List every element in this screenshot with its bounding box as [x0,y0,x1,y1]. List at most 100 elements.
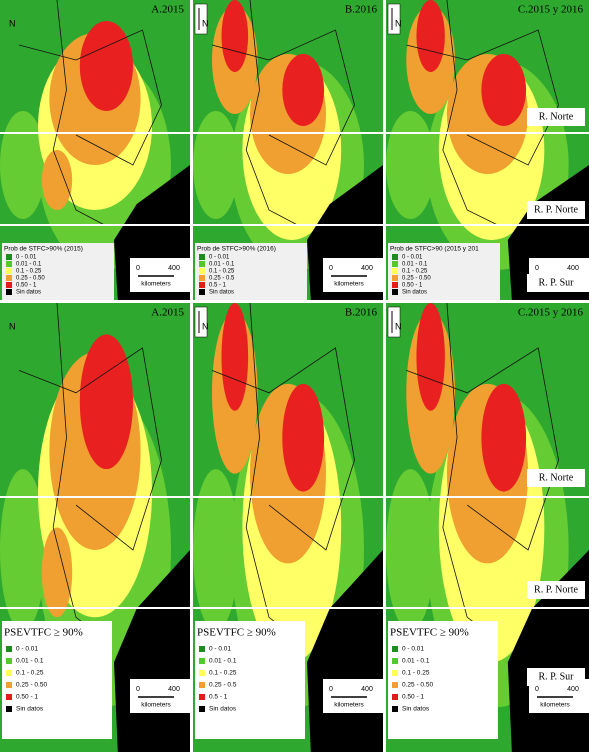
legend-swatch [392,706,398,712]
legend-swatch [199,282,205,288]
panel-title: A.2015 [151,307,184,319]
legend-label: 0.5 - 1 [209,283,227,289]
north-label: N [395,18,402,28]
legend-label: 0.50 - 1 [402,283,423,289]
scale-zero: 0 [535,265,539,272]
panel-title: C.2015 y 2016 [518,307,584,319]
legend-swatch [392,261,398,267]
legend-label: 0.25 - 0.50 [16,276,45,282]
legend-label: 0 - 0.01 [16,255,37,261]
legend-title: PSEVTFC ≥ 90% [197,627,276,639]
north-box [194,3,208,35]
scale-max: 400 [168,686,180,693]
light-green-zone [193,111,239,219]
legend-swatch [6,275,12,281]
scale-unit: kilometers [334,281,364,288]
region-label-box [527,108,585,126]
legend-label: 0.50 - 1 [402,694,424,701]
legend-label: 0.01 - 0.1 [16,262,42,268]
legend-label: 0.01 - 0.1 [402,658,430,665]
legend-label: 0 - 0.01 [16,646,38,653]
region-label: R. Norte [539,472,574,483]
boundary [18,29,162,166]
legend-swatch [392,254,398,260]
scale-box [323,258,383,292]
legend-label: 0.5 - 1 [209,694,228,701]
scale-max: 400 [567,686,579,693]
north-label: N [395,321,402,331]
red-zone [416,303,445,411]
legend-swatch [199,658,205,664]
legend-box [388,621,498,739]
region-label-box [527,274,585,292]
legend-swatch [199,646,205,652]
scale-box [130,258,190,292]
legend-label: 0 - 0.01 [402,646,424,653]
region-label: R. P. Sur [538,277,574,288]
scale-zero: 0 [329,265,333,272]
legend-box [195,621,305,739]
legend-label: 0.50 - 1 [16,283,37,289]
orange-zone [41,527,73,618]
legend-swatch [6,658,12,664]
red-zone [79,334,133,470]
red-zone [282,383,325,492]
light-green-zone [0,469,46,631]
boundary [406,347,559,551]
boundary [442,0,498,226]
north-box [194,306,208,338]
legend-label: Sin datos [402,706,430,713]
legend-label: 0.1 - 0.25 [209,670,237,677]
legend-swatch [392,694,398,700]
orange-zone [41,150,73,210]
panel-title: B.2016 [345,4,378,16]
legend-swatch [199,670,205,676]
legend-swatch [6,289,12,295]
legend-box [388,243,500,300]
legend-label: Sin datos [16,706,44,713]
legend-title: Prob de STFC>90% (2016) [197,246,276,253]
region-label: R. P. Sur [538,671,574,682]
legend-label: Sin datos [209,706,237,713]
region-label-box [527,201,585,219]
boundary [245,0,298,226]
legend-label: 0.1 - 0.25 [402,670,430,677]
legend-label: 0 - 0.01 [209,646,231,653]
light-green-zone [386,111,435,219]
legend-label: 0.50 - 1 [16,694,38,701]
legend-title: PSEVTFC ≥ 90% [4,627,83,639]
legend-swatch [199,261,205,267]
red-zone [79,21,133,111]
legend-swatch [6,682,12,688]
legend-swatch [392,646,398,652]
scale-unit: kilometers [141,281,171,288]
red-zone [221,303,249,411]
red-zone [282,54,325,126]
legend-label: Sin datos [402,290,427,296]
boundary [211,29,355,166]
legend-swatch [6,694,12,700]
legend-label: Sin datos [209,290,234,296]
scale-max: 400 [168,265,180,272]
north-label: N [9,321,16,331]
boundary [211,347,355,551]
north-label: N [202,321,209,331]
legend-swatch [199,289,205,295]
legend-swatch [199,706,205,712]
scale-unit: kilometers [334,702,364,709]
region-label: R. P. Norte [534,204,578,215]
legend-swatch [6,282,12,288]
legend-swatch [392,268,398,274]
legend-swatch [6,670,12,676]
north-box [387,3,401,35]
scale-unit: kilometers [540,702,570,709]
north-label: N [9,18,16,28]
legend-label: 0.25 - 0.5 [209,682,237,689]
region-label: R. Norte [539,111,574,122]
region-label-box [527,668,585,686]
legend-label: 0.01 - 0.1 [16,658,44,665]
legend-swatch [199,275,205,281]
red-zone [481,54,527,126]
legend-swatch [199,694,205,700]
legend-swatch [392,282,398,288]
